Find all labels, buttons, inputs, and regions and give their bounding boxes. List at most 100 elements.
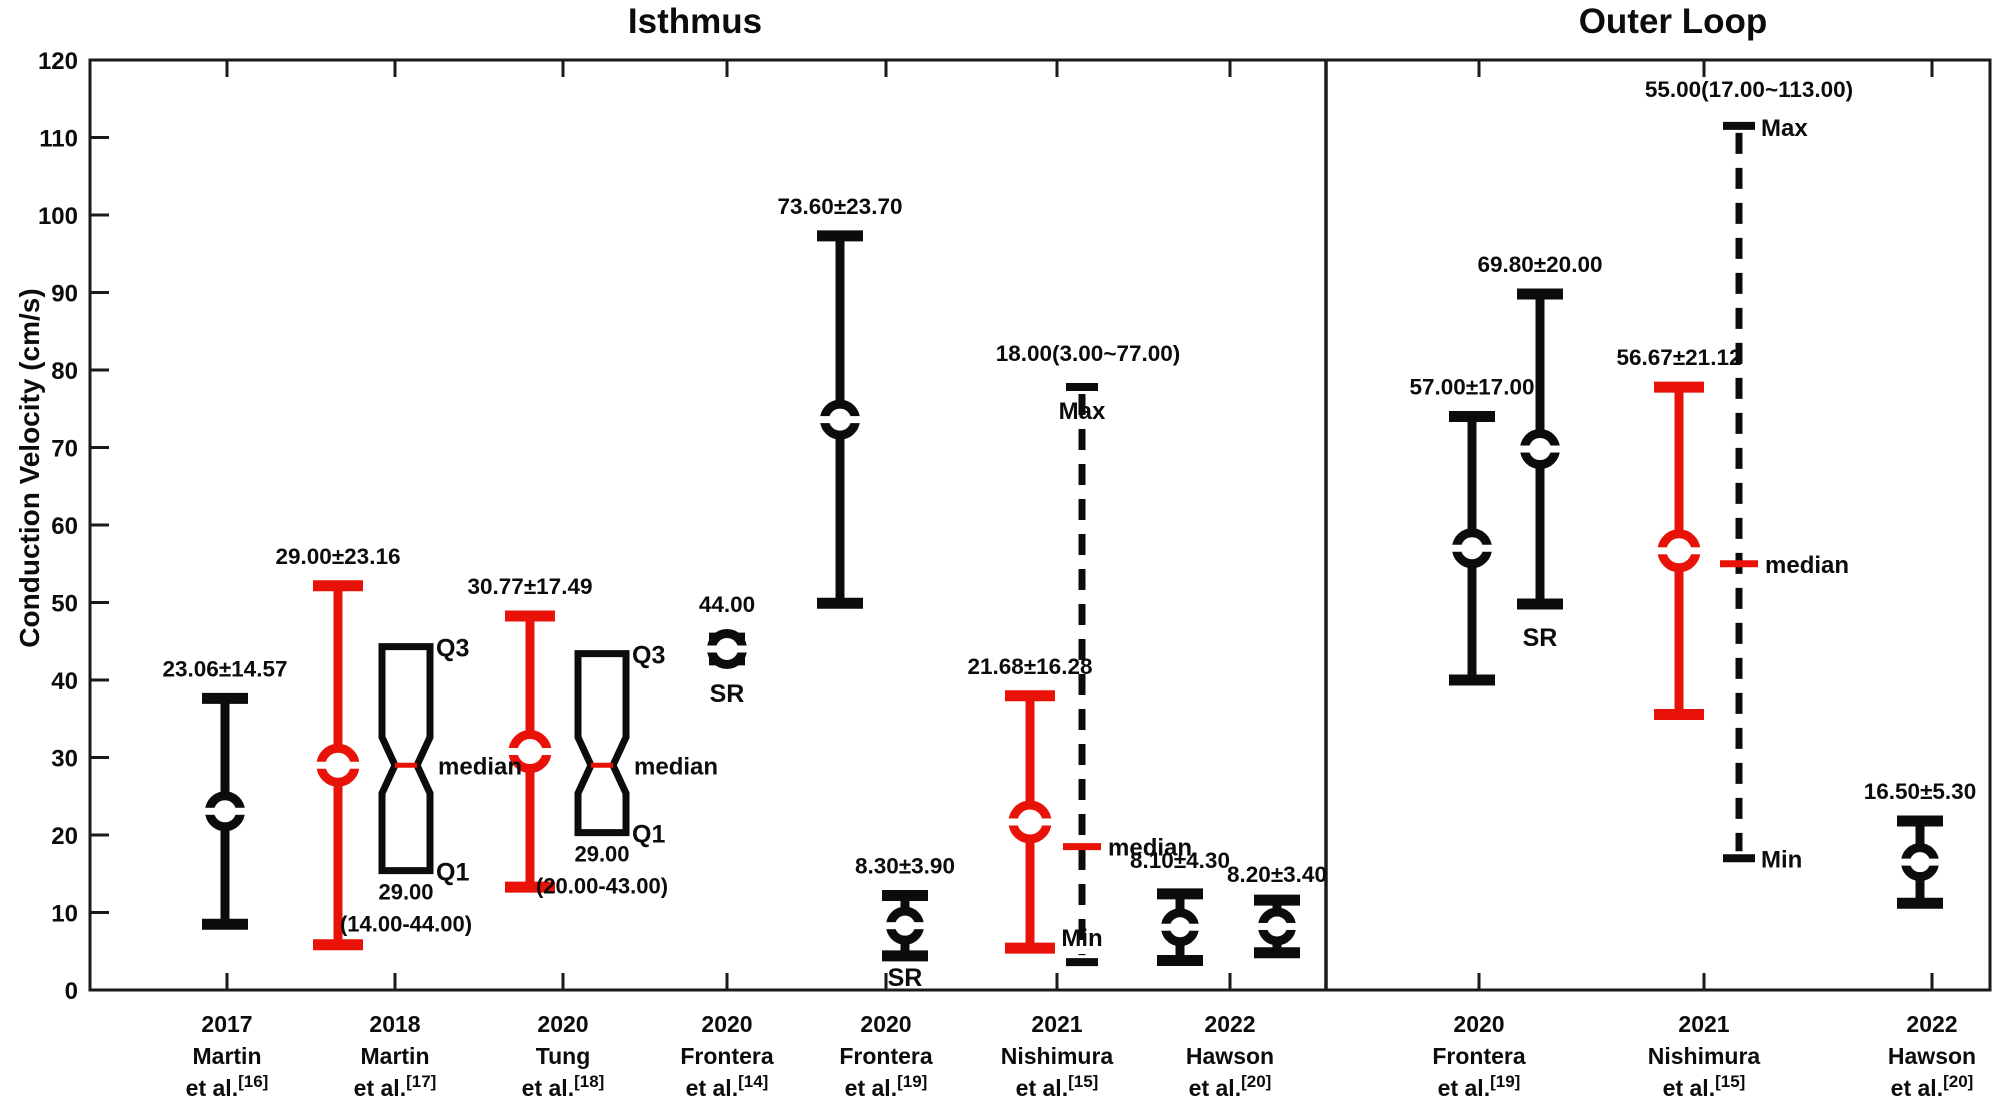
y-tick-label: 60 [51, 513, 78, 540]
value-label: 73.60±23.70 [778, 194, 903, 219]
y-tick-label: 20 [51, 823, 78, 850]
x-tick-label: Martin [361, 1043, 430, 1069]
mean-marker-slit [1656, 547, 1702, 555]
errorbar: 16.50±5.30 [1864, 779, 1976, 909]
errorbar: 29.00±23.16 [276, 544, 401, 951]
q3-label: Q3 [632, 642, 665, 670]
mean-marker-slit [507, 748, 553, 756]
x-tick-label: 2020 [860, 1011, 911, 1037]
y-tick-label: 120 [38, 48, 78, 75]
errorbar: 8.20±3.40 [1227, 862, 1327, 959]
errorbar: 23.06±14.57 [163, 656, 288, 930]
boxplot: Q3 Q1 median 29.00 (14.00-44.00) [340, 635, 522, 937]
q3-label: Q3 [436, 635, 469, 663]
median-label: median [634, 753, 718, 780]
box-median-value: 29.00 [378, 880, 433, 905]
x-tick-label: et al.[14] [686, 1072, 769, 1101]
x-tick-label: 2021 [1031, 1011, 1082, 1037]
range-value-label: 18.00(3.00~77.00) [996, 341, 1181, 366]
y-tick-label: 80 [51, 358, 78, 385]
x-tick-label: 2022 [1204, 1011, 1255, 1037]
errorbar: 30.77±17.49 [468, 574, 592, 893]
x-tick-label: et al.[15] [1663, 1072, 1746, 1101]
y-tick-label: 30 [51, 746, 78, 773]
min-label: Min [1061, 925, 1102, 952]
q1-label: Q1 [632, 821, 665, 849]
y-tick-label: 70 [51, 436, 78, 463]
range-value-label: 55.00(17.00~113.00) [1645, 77, 1853, 102]
max-label: Max [1059, 398, 1106, 425]
y-tick-label: 0 [65, 978, 78, 1005]
y-tick-label: 10 [51, 901, 78, 928]
mean-marker-slit [818, 416, 862, 424]
x-tick-label: et al.[20] [1189, 1072, 1272, 1101]
median-label: median [1108, 835, 1192, 862]
x-tick-label: et al.[16] [186, 1072, 269, 1101]
mean-marker-slit [1159, 923, 1201, 931]
value-label: 44.00 [699, 592, 755, 617]
value-label: 8.20±3.40 [1227, 862, 1327, 887]
max-label: Max [1761, 115, 1808, 142]
x-tick-label: Nishimura [1001, 1043, 1114, 1069]
y-tick-label: 40 [51, 668, 78, 695]
x-tick-label: Frontera [839, 1043, 933, 1069]
median-label: median [438, 753, 522, 780]
value-label: 23.06±14.57 [163, 656, 288, 681]
errorbar: 57.00±17.00 [1410, 375, 1535, 686]
y-tick-label: 90 [51, 281, 78, 308]
y-tick-label: 110 [39, 126, 78, 153]
value-label: 69.80±20.00 [1478, 252, 1603, 277]
x-tick-label: et al.[17] [354, 1072, 437, 1101]
box-range-value: (20.00-43.00) [536, 874, 668, 899]
q1-label: Q1 [436, 859, 469, 887]
x-tick-label: 2020 [1453, 1011, 1504, 1037]
mean-marker-slit [705, 645, 749, 653]
mean-marker-slit [1899, 858, 1941, 866]
value-label: 57.00±17.00 [1410, 375, 1535, 400]
x-tick-label: et al.[20] [1891, 1072, 1974, 1101]
x-tick-label: et al.[19] [845, 1072, 928, 1101]
y-tick-label: 100 [38, 203, 78, 230]
rhythm-label: SR [710, 680, 745, 708]
x-tick-label: Tung [536, 1043, 591, 1069]
range-line: 55.00(17.00~113.00) Max Min median [1645, 77, 1853, 873]
x-tick-label: 2022 [1906, 1011, 1957, 1037]
x-tick-label: et al.[19] [1438, 1072, 1521, 1101]
errorbar: 69.80±20.00 SR [1478, 252, 1603, 652]
mean-marker-slit [1450, 544, 1494, 552]
x-tick-label: 2020 [701, 1011, 752, 1037]
box-range-value: (14.00-44.00) [340, 912, 472, 937]
value-label: 21.68±16.28 [968, 654, 1093, 679]
panel-title-isthmus: Isthmus [627, 2, 763, 41]
errorbar: 56.67±21.12 [1617, 345, 1742, 720]
x-tick-label: et al.[18] [522, 1072, 605, 1101]
x-tick-label: Hawson [1888, 1043, 1976, 1069]
box-median-value: 29.00 [574, 842, 629, 867]
x-tick-label: 2020 [537, 1011, 588, 1037]
mean-marker-slit [1007, 818, 1053, 826]
x-tick-label: Hawson [1186, 1043, 1274, 1069]
median-label: median [1765, 552, 1849, 579]
x-tick-label: 2018 [369, 1011, 420, 1037]
x-tick-label: et al.[15] [1016, 1072, 1099, 1101]
errorbar: 73.60±23.70 [778, 194, 903, 609]
value-label: 16.50±5.30 [1864, 779, 1976, 804]
mean-marker-slit [884, 922, 926, 930]
min-label: Min [1761, 846, 1802, 873]
errorbar: 44.00 SR [699, 592, 755, 708]
y-tick-label: 50 [51, 591, 78, 618]
x-tick-label: 2021 [1678, 1011, 1729, 1037]
rhythm-label: SR [1523, 624, 1558, 652]
value-label: 56.67±21.12 [1617, 345, 1742, 370]
boxplot: Q3 Q1 median 29.00 (20.00-43.00) [536, 642, 718, 899]
x-tick-label: Nishimura [1648, 1043, 1761, 1069]
value-label: 29.00±23.16 [276, 544, 401, 569]
panel-title-outer-loop: Outer Loop [1578, 2, 1768, 41]
mean-marker-slit [1256, 922, 1298, 930]
errorbar: 8.30±3.90 SR [855, 853, 955, 991]
mean-marker-slit [315, 761, 361, 769]
errorbar: 21.68±16.28 [968, 654, 1093, 954]
value-label: 8.10±4.30 [1130, 848, 1230, 873]
